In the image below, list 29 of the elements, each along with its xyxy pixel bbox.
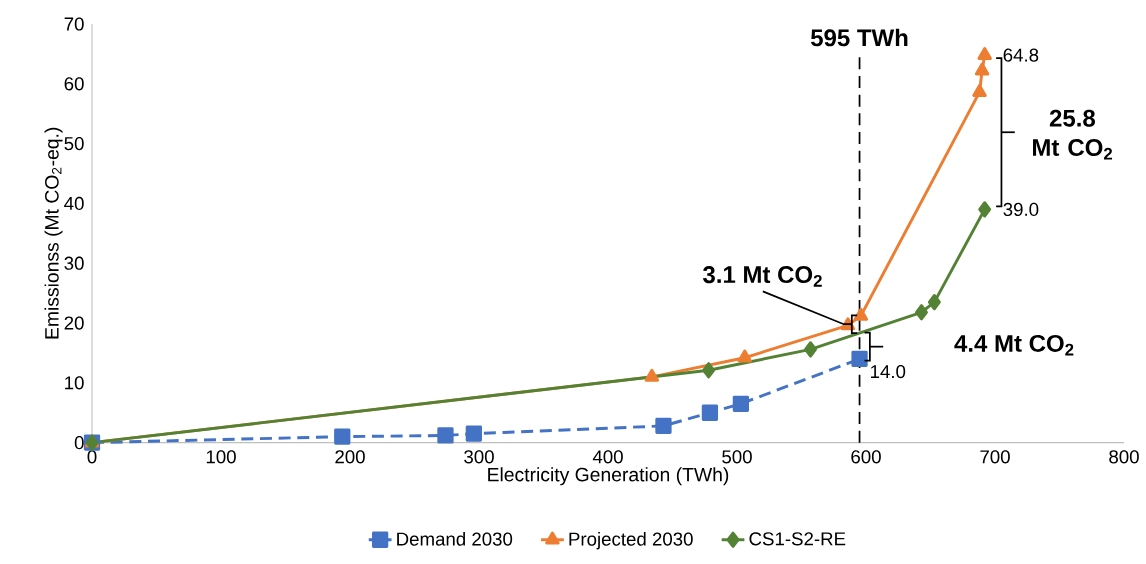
legend-label: Demand 2030 xyxy=(397,531,513,546)
legend-label: CS1-S2-RE xyxy=(749,532,846,546)
data-label: 14.0 xyxy=(871,364,906,379)
x-tick-label: 500 xyxy=(722,450,752,464)
y-axis-title: Emissionss (Mt CO$_{2}$-eq.) xyxy=(44,127,63,339)
x-tick-label: 100 xyxy=(206,450,236,464)
x-tick-label: 700 xyxy=(980,450,1010,464)
annotation: 3.1 Mt CO$_{2}$ xyxy=(703,266,822,287)
y-tick-label: 30 xyxy=(64,256,84,270)
y-tick-label: 20 xyxy=(64,316,84,330)
x-tick-label: 800 xyxy=(1109,450,1139,464)
y-tick-label: 50 xyxy=(64,136,84,151)
annotation: 25.8 Mt CO$_{2}$ xyxy=(1033,109,1113,160)
annotation: 4.4 Mt CO$_{2}$ xyxy=(954,334,1074,356)
x-tick-label: 600 xyxy=(851,450,881,464)
x-tick-label: 400 xyxy=(592,450,623,464)
y-tick-label: 70 xyxy=(64,17,84,31)
x-tick-label: 300 xyxy=(464,450,494,464)
x-tick-label: 0 xyxy=(87,450,97,464)
x-tick-label: 200 xyxy=(335,450,365,464)
y-tick-label: 40 xyxy=(64,196,84,211)
data-label: 64.8 xyxy=(1003,48,1039,62)
legend-label: Projected 2030 xyxy=(569,531,693,550)
y-tick-label: 10 xyxy=(65,376,84,390)
x-axis-title: Electricity Generation (TWh) xyxy=(488,467,729,486)
y-tick-label: 0 xyxy=(74,436,84,450)
data-label: 39.0 xyxy=(1003,202,1039,217)
y-tick-label: 60 xyxy=(64,77,84,91)
ref-line-label: 595 TWh xyxy=(810,28,908,47)
